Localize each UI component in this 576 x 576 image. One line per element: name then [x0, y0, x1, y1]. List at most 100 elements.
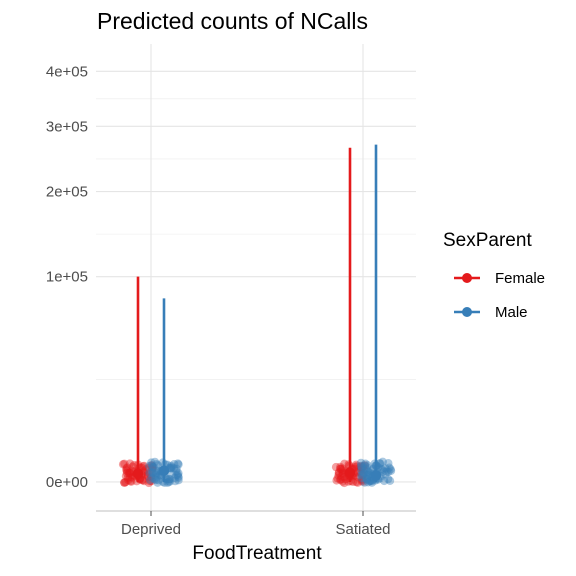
- data-point: [163, 478, 172, 487]
- data-point: [362, 474, 372, 483]
- legend-label: Female: [495, 270, 545, 287]
- data-point: [360, 469, 369, 478]
- data-point: [124, 475, 133, 485]
- data-point: [334, 468, 344, 478]
- data-point: [145, 476, 155, 486]
- data-point: [385, 476, 395, 485]
- data-point: [352, 462, 361, 471]
- data-point: [336, 464, 345, 473]
- data-point: [128, 462, 137, 471]
- data-point: [363, 463, 372, 472]
- data-point: [351, 460, 361, 469]
- data-point: [363, 471, 373, 480]
- data-point: [334, 471, 343, 480]
- x-tick-label: Deprived: [121, 521, 181, 538]
- data-point: [121, 471, 131, 481]
- data-point: [147, 461, 156, 470]
- data-point: [334, 468, 344, 477]
- legend-key-point: [462, 273, 472, 283]
- data-point: [361, 464, 370, 473]
- data-point: [170, 460, 179, 469]
- data-point: [336, 475, 346, 484]
- data-point: [147, 458, 156, 467]
- data-point: [358, 475, 368, 484]
- data-point: [384, 467, 393, 476]
- data-point: [357, 463, 366, 472]
- data-point: [125, 459, 135, 468]
- data-point: [364, 467, 373, 477]
- data-point: [138, 476, 147, 485]
- data-point: [353, 473, 362, 482]
- y-tick-label: 3e+05: [46, 118, 88, 135]
- data-point: [363, 478, 373, 487]
- data-point: [357, 466, 366, 475]
- grid-lines: [96, 44, 416, 511]
- data-point: [357, 470, 366, 480]
- data-point: [148, 473, 157, 483]
- data-point: [148, 463, 158, 472]
- data-point: [148, 464, 157, 474]
- data-point: [126, 468, 135, 477]
- data-point: [144, 463, 153, 473]
- x-tick-labels: Deprived Satiated: [121, 521, 391, 538]
- data-point: [174, 469, 183, 478]
- data-point: [174, 460, 183, 469]
- data-point: [356, 463, 366, 472]
- data-point: [166, 461, 176, 471]
- data-point: [365, 476, 374, 486]
- y-tick-labels: 0e+00 1e+05 2e+05 3e+05 4e+05: [46, 63, 88, 491]
- data-point: [336, 462, 345, 472]
- x-tick-label: Satiated: [335, 521, 390, 538]
- legend: SexParent Female Male: [443, 230, 545, 321]
- data-point: [361, 459, 370, 468]
- data-point: [125, 473, 135, 482]
- legend-label: Male: [495, 304, 528, 321]
- x-axis-title: FoodTreatment: [192, 543, 322, 564]
- data-point: [147, 476, 156, 486]
- data-point: [338, 468, 347, 477]
- data-point: [150, 457, 160, 467]
- data-point: [386, 465, 395, 474]
- data-point: [165, 475, 175, 484]
- data-point: [138, 462, 148, 471]
- data-point: [356, 462, 365, 471]
- data-point: [146, 472, 156, 482]
- data-point: [153, 478, 162, 487]
- data-point: [141, 465, 150, 474]
- data-point: [353, 478, 362, 487]
- data-point: [360, 461, 369, 470]
- data-point: [338, 477, 347, 486]
- data-point: [152, 460, 161, 469]
- data-point: [357, 461, 366, 471]
- chart-title: Predicted counts of NCalls: [97, 8, 368, 34]
- data-point: [352, 477, 361, 487]
- data-point: [378, 457, 387, 466]
- data-point: [142, 471, 152, 480]
- data-point: [355, 467, 364, 476]
- data-point: [357, 475, 366, 484]
- data-point: [380, 476, 389, 486]
- data-point: [140, 461, 149, 471]
- data-point: [122, 466, 131, 475]
- data-point: [340, 478, 349, 488]
- data-point: [338, 466, 347, 475]
- mean-point: [132, 468, 144, 479]
- data-point: [382, 467, 391, 476]
- data-point: [333, 474, 342, 483]
- data-point: [154, 476, 163, 485]
- data-point: [169, 464, 178, 473]
- data-point: [336, 475, 345, 484]
- data-point: [152, 473, 161, 482]
- data-point: [145, 461, 154, 471]
- data-point: [129, 461, 139, 470]
- data-point: [367, 478, 377, 487]
- data-point: [357, 473, 366, 483]
- y-tick-label: 2e+05: [46, 184, 88, 201]
- data-point: [379, 467, 388, 476]
- data-point: [358, 471, 367, 480]
- plot-marks: [118, 144, 396, 488]
- data-point: [332, 476, 341, 485]
- data-point: [375, 459, 384, 468]
- y-tick-label: 0e+00: [46, 474, 88, 491]
